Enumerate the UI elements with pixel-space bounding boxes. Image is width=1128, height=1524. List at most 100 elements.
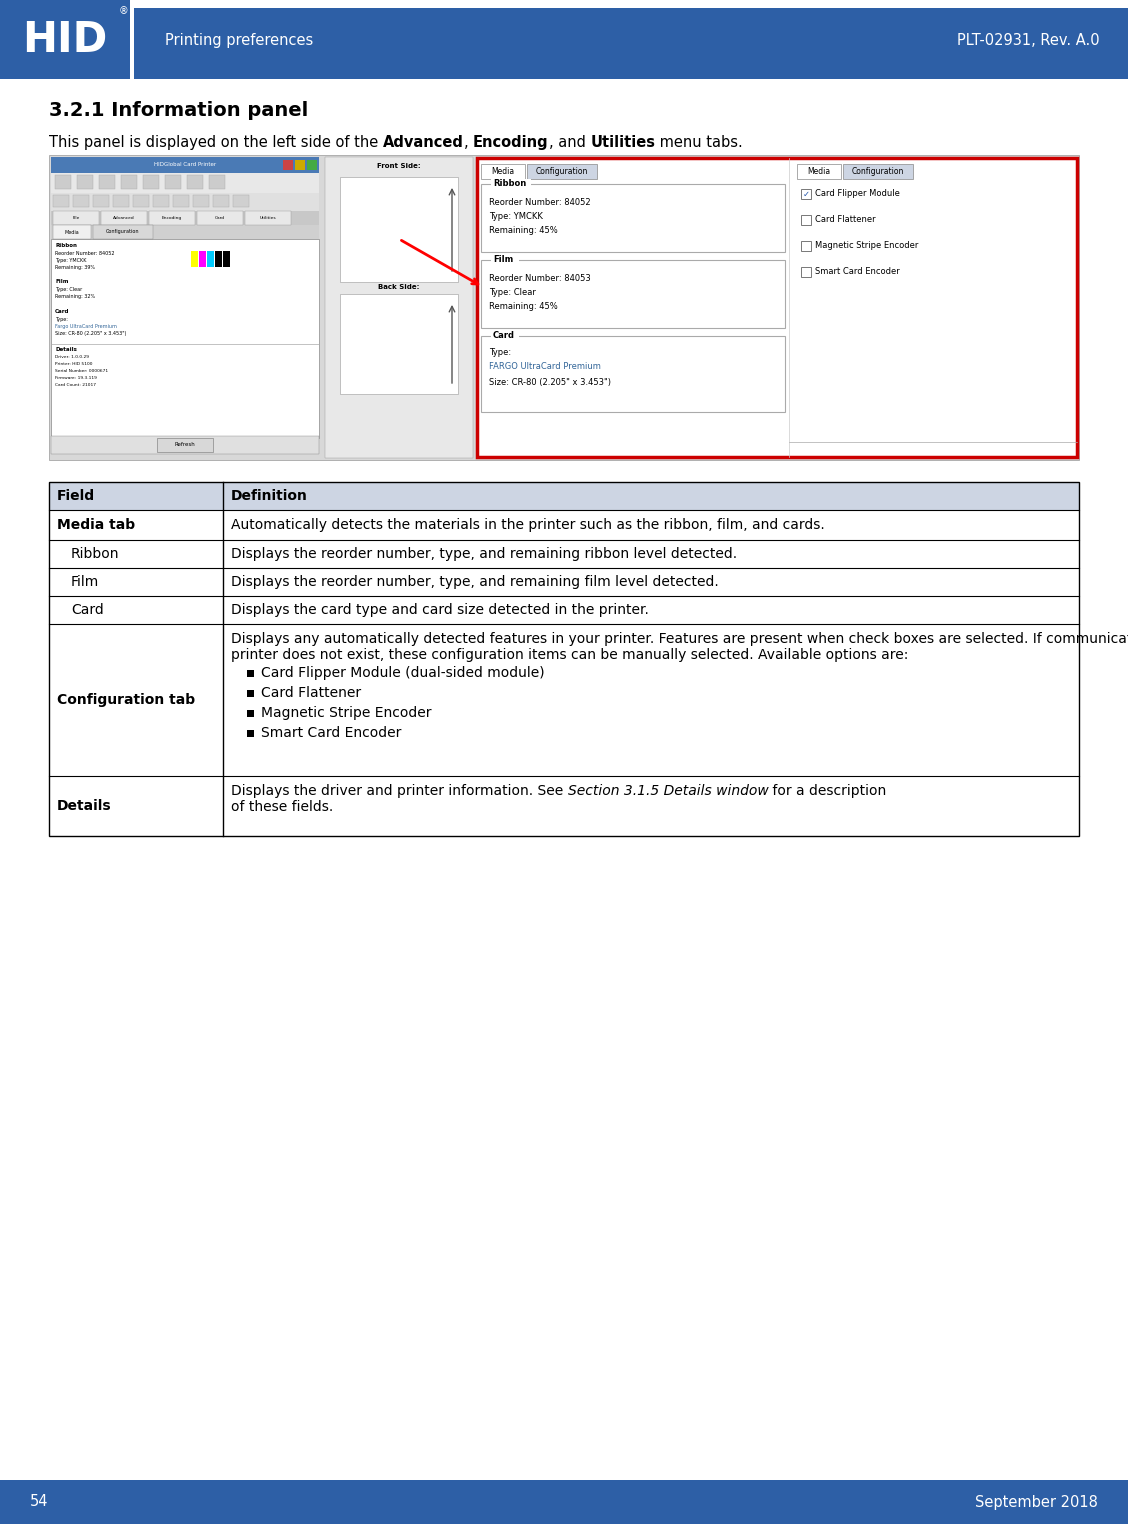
Bar — [491, 178, 531, 189]
Text: Printing preferences: Printing preferences — [165, 34, 314, 47]
Bar — [51, 194, 319, 210]
Text: Advanced: Advanced — [382, 136, 464, 149]
Text: Refresh: Refresh — [175, 442, 195, 448]
Text: Configuration: Configuration — [536, 168, 588, 175]
Text: Field: Field — [58, 489, 95, 503]
Text: Remaining: 45%: Remaining: 45% — [490, 226, 557, 235]
Text: Serial Number: 0000671: Serial Number: 0000671 — [55, 369, 108, 373]
Text: Displays the card type and card size detected in the printer.: Displays the card type and card size det… — [231, 604, 649, 617]
Bar — [223, 539, 1079, 568]
Bar — [165, 175, 180, 189]
Bar — [223, 596, 1079, 623]
Text: Configuration tab: Configuration tab — [58, 693, 195, 707]
Bar — [801, 241, 811, 251]
Bar — [51, 174, 319, 194]
Bar — [77, 175, 92, 189]
Bar — [113, 195, 129, 207]
Text: Advanced: Advanced — [113, 216, 135, 219]
Bar — [0, 0, 130, 79]
Text: Displays the reorder number, type, and remaining film level detected.: Displays the reorder number, type, and r… — [231, 575, 719, 588]
Bar — [49, 776, 223, 837]
Text: Magnetic Stripe Encoder: Magnetic Stripe Encoder — [816, 241, 918, 250]
Bar — [133, 195, 149, 207]
Bar — [51, 157, 319, 174]
Text: Type: YMCKK: Type: YMCKK — [55, 258, 87, 264]
Bar — [193, 195, 209, 207]
Text: Media tab: Media tab — [58, 518, 135, 532]
Bar — [53, 195, 69, 207]
Text: Back Side:: Back Side: — [378, 283, 420, 290]
Text: Configuration: Configuration — [106, 230, 140, 235]
Bar — [527, 165, 597, 178]
Bar — [55, 175, 71, 189]
Bar — [49, 539, 223, 568]
Text: Printer: HID 5100: Printer: HID 5100 — [55, 363, 92, 366]
Text: , and: , and — [548, 136, 590, 149]
Bar — [801, 189, 811, 200]
Text: Card: Card — [71, 604, 104, 617]
Text: ®: ® — [120, 6, 129, 15]
Text: Magnetic Stripe Encoder: Magnetic Stripe Encoder — [261, 706, 432, 719]
Text: 3.2.1 Information panel: 3.2.1 Information panel — [49, 101, 308, 120]
Text: Configuration: Configuration — [852, 168, 905, 175]
Text: Card Count: 21017: Card Count: 21017 — [55, 383, 96, 387]
Text: Details: Details — [55, 347, 77, 352]
Bar — [213, 195, 229, 207]
Text: Ribbon: Ribbon — [71, 547, 120, 561]
Text: Section 3.1.5 Details window: Section 3.1.5 Details window — [567, 783, 768, 799]
Bar — [49, 482, 223, 511]
Bar — [340, 177, 458, 282]
Text: Smart Card Encoder: Smart Card Encoder — [261, 725, 402, 741]
Text: Automatically detects the materials in the printer such as the ribbon, film, and: Automatically detects the materials in t… — [231, 518, 825, 532]
Bar — [0, 1480, 1128, 1524]
Bar — [209, 175, 224, 189]
Bar — [481, 261, 785, 328]
Text: Displays any automatically detected features in your printer. Features are prese: Displays any automatically detected feat… — [231, 632, 1128, 646]
Text: Card Flattener: Card Flattener — [261, 686, 361, 700]
Text: Type: YMCKK: Type: YMCKK — [490, 212, 543, 221]
Text: Film: Film — [71, 575, 99, 588]
Text: menu tabs.: menu tabs. — [655, 136, 743, 149]
Bar — [49, 623, 223, 776]
Bar — [102, 210, 147, 226]
Bar — [340, 294, 458, 395]
Text: Card: Card — [215, 216, 226, 219]
Text: Reorder Number: 84052: Reorder Number: 84052 — [490, 198, 591, 207]
Bar — [801, 215, 811, 226]
Text: Utilities: Utilities — [590, 136, 655, 149]
Bar — [187, 175, 203, 189]
Bar — [53, 210, 99, 226]
Text: ,: , — [464, 136, 473, 149]
Text: Firmware: 19.3.119: Firmware: 19.3.119 — [55, 376, 97, 379]
Bar — [481, 165, 525, 178]
Bar — [233, 195, 249, 207]
Bar — [49, 482, 1079, 837]
Bar — [99, 175, 115, 189]
Bar — [153, 195, 169, 207]
Text: Card: Card — [493, 332, 515, 340]
Bar — [149, 210, 195, 226]
Bar — [491, 331, 519, 341]
Text: Film: Film — [493, 256, 513, 265]
Bar — [247, 730, 254, 738]
Text: HIDGlobal Card Printer: HIDGlobal Card Printer — [153, 163, 217, 168]
Text: Displays the driver and printer information. See: Displays the driver and printer informat… — [231, 783, 567, 799]
Bar — [247, 710, 254, 716]
Text: Reorder Number: 84053: Reorder Number: 84053 — [490, 274, 591, 283]
Bar — [223, 568, 1079, 596]
Text: for a description: for a description — [768, 783, 887, 799]
Text: Encoding: Encoding — [162, 216, 182, 219]
Text: Front Side:: Front Side: — [377, 163, 421, 169]
Bar — [215, 251, 222, 267]
Text: Size: CR-80 (2.205" x 3.453"): Size: CR-80 (2.205" x 3.453") — [490, 378, 611, 387]
Text: Utilities: Utilities — [259, 216, 276, 219]
Bar — [53, 226, 91, 239]
Text: Card Flipper Module: Card Flipper Module — [816, 189, 900, 198]
Bar — [199, 251, 206, 267]
Text: FARGO UltraCard Premium: FARGO UltraCard Premium — [490, 363, 601, 370]
Bar — [92, 226, 153, 239]
Bar — [477, 158, 1077, 457]
Bar — [73, 195, 89, 207]
Text: Media: Media — [492, 168, 514, 175]
Bar — [223, 623, 1079, 776]
